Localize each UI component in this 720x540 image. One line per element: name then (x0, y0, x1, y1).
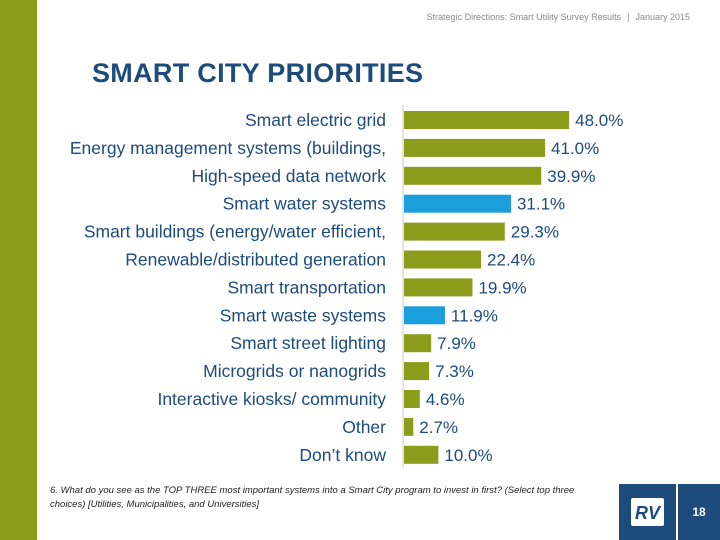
header-separator: | (627, 12, 630, 22)
value-label: 10.0% (444, 446, 492, 465)
category-label: Energy management systems (buildings, (70, 138, 386, 158)
value-label: 48.0% (575, 111, 623, 130)
company-logo: RV (619, 484, 676, 540)
header-subtitle: Strategic Directions: Smart Utility Surv… (426, 12, 622, 22)
value-label: 7.9% (437, 334, 476, 353)
footnote: 6. What do you see as the TOP THREE most… (50, 485, 575, 510)
bar (404, 138, 546, 157)
bar (404, 362, 430, 381)
value-label: 11.9% (451, 306, 498, 325)
left-accent-bar (0, 0, 37, 540)
category-label: Interactive kiosks/ community (157, 389, 386, 409)
value-label: 7.3% (435, 362, 474, 381)
bar (404, 111, 570, 129)
bar (404, 445, 439, 464)
category-label: High-speed data network (191, 166, 386, 186)
value-label: 22.4% (487, 251, 535, 270)
bar (404, 194, 511, 213)
category-label: Renewable/distributed generation (125, 250, 386, 270)
bar (404, 222, 505, 241)
bar-chart: Smart electric grid 48.0% Energy managemen… (70, 105, 623, 468)
category-label: Smart waste systems (220, 305, 387, 325)
header-date: January 2015 (635, 12, 690, 22)
bar (404, 390, 420, 408)
page-number: 18 (678, 484, 720, 540)
category-label: Don’t know (299, 445, 386, 465)
value-label: 39.9% (547, 167, 595, 186)
bar (404, 306, 445, 325)
logo-text: RV (635, 503, 662, 523)
value-label: 4.6% (426, 390, 465, 409)
value-label: 2.7% (419, 418, 458, 437)
value-label: 29.3% (511, 223, 559, 242)
bar (404, 250, 482, 269)
bar (404, 278, 473, 297)
bar (404, 417, 414, 436)
category-label: Smart transportation (227, 277, 386, 297)
slide-title: SMART CITY PRIORITIES (92, 58, 424, 88)
category-label: Smart water systems (223, 194, 387, 214)
category-label: Microgrids or nanogrids (203, 361, 386, 381)
category-label: Smart electric grid (245, 110, 386, 130)
category-label: Other (342, 417, 386, 437)
category-label: Smart buildings (energy/water efficient, (84, 222, 386, 242)
value-label: 41.0% (551, 139, 599, 158)
category-label: Smart street lighting (230, 333, 386, 353)
bar (404, 166, 542, 185)
header-line: Strategic Directions: Smart Utility Surv… (427, 12, 690, 22)
value-label: 19.9% (478, 278, 526, 297)
value-label: 31.1% (517, 195, 565, 214)
logo-icon: RV (631, 498, 664, 526)
bar (404, 334, 432, 353)
